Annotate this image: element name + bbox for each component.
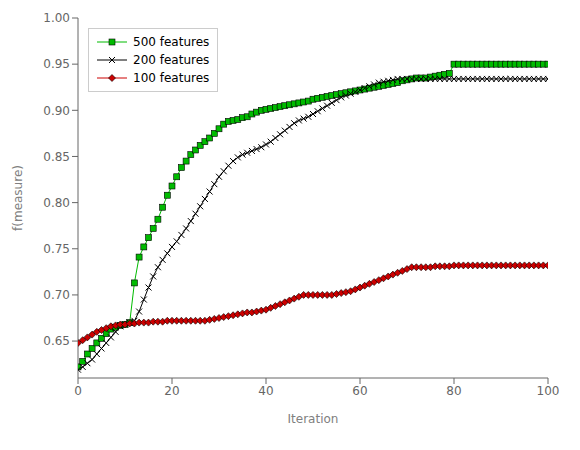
svg-text:20: 20 [164,384,179,398]
svg-text:Iteration: Iteration [288,412,339,426]
svg-text:0.70: 0.70 [43,288,70,302]
svg-text:0.75: 0.75 [43,242,70,256]
svg-text:40: 40 [258,384,273,398]
html-text:500 features: 500 features [133,35,210,49]
svg-text:100: 100 [537,384,560,398]
svg-text:1.00: 1.00 [43,11,70,25]
html-text:100 features: 100 features [133,71,210,85]
svg-text:0.85: 0.85 [43,150,70,164]
svg-text:f(measure): f(measure) [11,165,25,231]
svg-text:0.65: 0.65 [43,334,70,348]
svg-text:60: 60 [352,384,367,398]
html-text:200 features: 200 features [133,53,210,67]
svg-text:80: 80 [446,384,461,398]
svg-text:0.90: 0.90 [43,104,70,118]
svg-text:0: 0 [74,384,82,398]
svg-text:0.95: 0.95 [43,57,70,71]
svg-text:0.80: 0.80 [43,196,70,210]
